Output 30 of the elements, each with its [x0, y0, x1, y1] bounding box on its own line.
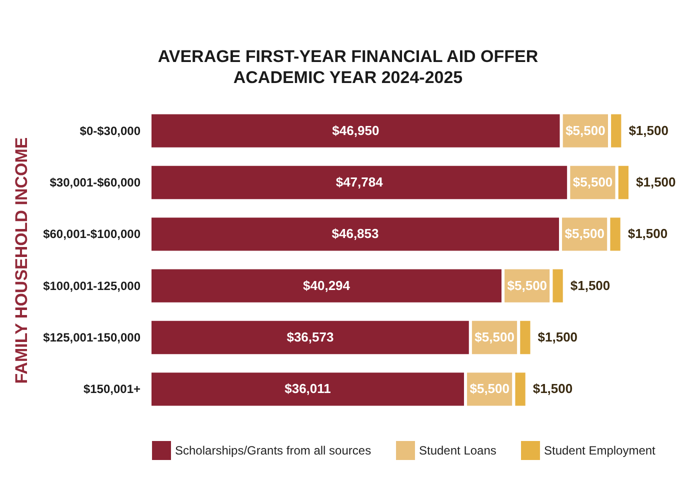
- data-label: $36,011: [284, 381, 331, 396]
- legend-label: Student Loans: [419, 444, 496, 458]
- legend-label: Scholarships/Grants from all sources: [175, 444, 372, 458]
- y-axis-title: FAMILY HOUSEHOLD INCOME: [12, 137, 32, 384]
- data-label: $5,500: [572, 174, 613, 190]
- data-label: $1,500: [628, 226, 668, 242]
- data-label: $47,784: [336, 174, 384, 190]
- data-label: $1,500: [628, 122, 668, 138]
- legend-label: Student Employment: [544, 444, 656, 458]
- chart-title: AVERAGE FIRST-YEAR FINANCIAL AID OFFER: [158, 47, 538, 66]
- y-tick-label: $0-$30,000: [80, 124, 141, 138]
- data-label: $1,500: [532, 381, 573, 396]
- data-label: $40,294: [303, 278, 351, 293]
- data-label: $5,500: [474, 330, 514, 344]
- data-label: $46,950: [332, 122, 380, 138]
- data-label: $1,500: [570, 278, 610, 293]
- data-label: $46,853: [332, 226, 379, 242]
- data-label: $1,500: [538, 330, 578, 344]
- data-label: $5,500: [470, 381, 510, 396]
- data-label: $36,573: [286, 330, 334, 344]
- data-label: $1,500: [636, 174, 676, 190]
- y-tick-label: $60,001-$100,000: [43, 227, 141, 242]
- data-label: $5,500: [507, 278, 548, 293]
- chart-subtitle: ACADEMIC YEAR 2024-2025: [233, 68, 463, 87]
- y-tick-label: $125,001-150,000: [43, 330, 141, 344]
- y-tick-label: $150,001+: [83, 382, 140, 396]
- y-tick-label: $100,001-125,000: [43, 278, 141, 293]
- data-label: $5,500: [564, 226, 604, 242]
- data-label: $5,500: [566, 122, 606, 138]
- y-tick-label: $30,001-$60,000: [50, 176, 141, 190]
